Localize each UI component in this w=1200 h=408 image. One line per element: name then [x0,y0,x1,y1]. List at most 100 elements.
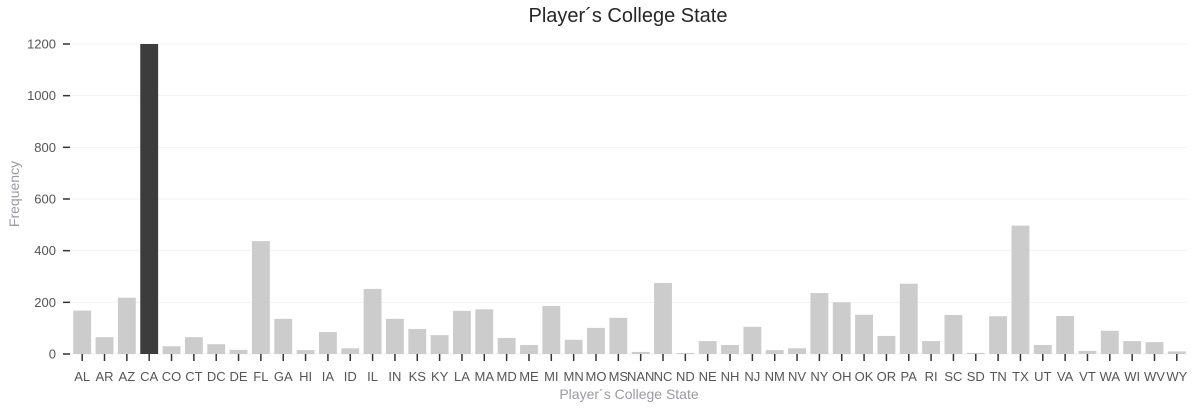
bar-mi [542,305,561,354]
x-tick-label-wi: WI [1124,369,1140,384]
y-tick-label: 0 [49,347,56,362]
x-tick-label-az: AZ [119,369,136,384]
x-tick-label-ca: CA [140,369,158,384]
bars [73,44,1186,354]
bar-va [1056,316,1075,354]
bar-az [117,297,136,354]
x-tick-label-fl: FL [253,369,268,384]
bar-ky [430,335,449,354]
y-axis-ticks: 0 200 400 600 800 1000 1200 [27,37,70,362]
y-tick-label: 800 [34,140,56,155]
x-tick-label-ne: NE [699,369,717,384]
bar-co [162,346,181,354]
x-tick-label-ar: AR [95,369,113,384]
x-tick-label-nd: ND [676,369,695,384]
bar-in [385,318,404,354]
bar-ia [318,332,337,354]
x-tick-label-ks: KS [409,369,427,384]
bar-nm [765,350,784,354]
bar-nj [743,326,762,354]
x-tick-label-nv: NV [788,369,806,384]
x-tick-label-ri: RI [925,369,938,384]
bar-mo [587,327,605,354]
x-axis-ticks: AL AR AZ CA CO CT DC DE FL GA HI IA ID IL IN KS KY LA MA MD… [74,354,1188,384]
x-tick-label-vt: VT [1079,369,1096,384]
x-tick-label-dc: DC [207,369,226,384]
bar-oh [832,302,851,354]
bar-id [341,348,360,354]
x-tick-label-me: ME [519,369,539,384]
x-tick-label-tn: TN [989,369,1006,384]
bar-mn [564,339,583,354]
x-tick-label-or: OR [877,369,897,384]
bar-dc [207,344,226,354]
bar-hi [296,350,315,354]
bar-ar [95,337,114,354]
bar-sc [944,314,963,354]
x-tick-label-va: VA [1057,369,1074,384]
bar-fl [251,241,270,354]
x-tick-label-ky: KY [431,369,449,384]
bar-ri [922,341,941,354]
bar-md [497,337,516,354]
bar-wi [1123,341,1142,354]
chart-title: Player´s College State [529,5,728,27]
bar-me [520,344,538,354]
bar-nan [631,351,650,354]
bar-or [877,335,896,354]
x-tick-label-ut: UT [1034,369,1051,384]
x-tick-label-oh: OH [832,369,852,384]
x-tick-label-in: IN [388,369,401,384]
x-tick-label-wv: WV [1144,369,1165,384]
x-tick-label-al: AL [74,369,90,384]
y-axis-label: Frequency [6,161,22,227]
bar-de [229,349,248,354]
x-tick-label-hi: HI [299,369,312,384]
bar-tx [1011,225,1030,354]
x-tick-label-il: IL [367,369,378,384]
bar-vt [1078,350,1097,354]
x-tick-label-sd: SD [967,369,985,384]
y-tick-label: 600 [34,192,56,207]
bar-tn [989,316,1008,354]
y-tick-label: 200 [34,295,56,310]
bar-ct [184,337,203,354]
x-tick-label-la: LA [454,369,470,384]
x-tick-label-mi: MI [544,369,558,384]
x-tick-label-de: DE [230,369,248,384]
y-tick-label: 1000 [27,88,56,103]
y-tick-label: 1200 [27,37,56,52]
x-tick-label-co: CO [162,369,182,384]
x-tick-label-ok: OK [855,369,874,384]
x-tick-label-id: ID [344,369,357,384]
bar-ga [274,318,293,354]
x-tick-label-wa: WA [1100,369,1121,384]
bar-sd [966,352,985,354]
bar-nh [721,344,739,354]
bar-ca [140,44,159,354]
bar-ny [810,293,829,354]
bar-nd [676,352,695,354]
x-tick-label-ma: MA [475,369,495,384]
bar-nv [788,348,806,354]
bar-ma [475,309,494,354]
x-tick-label-ct: CT [185,369,202,384]
bar-la [453,310,471,354]
x-tick-label-ga: GA [274,369,293,384]
x-tick-label-ny: NY [810,369,828,384]
bar-wy [1167,351,1186,354]
bar-ms [609,317,628,354]
x-tick-label-ms: MS [609,369,629,384]
x-tick-label-md: MD [497,369,517,384]
bar-ne [698,341,717,354]
bar-nc [654,282,672,354]
x-tick-label-mn: MN [564,369,584,384]
x-tick-label-nc: NC [654,369,673,384]
bar-il [363,288,382,354]
x-tick-label-tx: TX [1012,369,1029,384]
bar-wa [1100,330,1119,354]
x-tick-label-pa: PA [901,369,918,384]
x-tick-label-nj: NJ [744,369,760,384]
bar-ut [1033,344,1052,354]
